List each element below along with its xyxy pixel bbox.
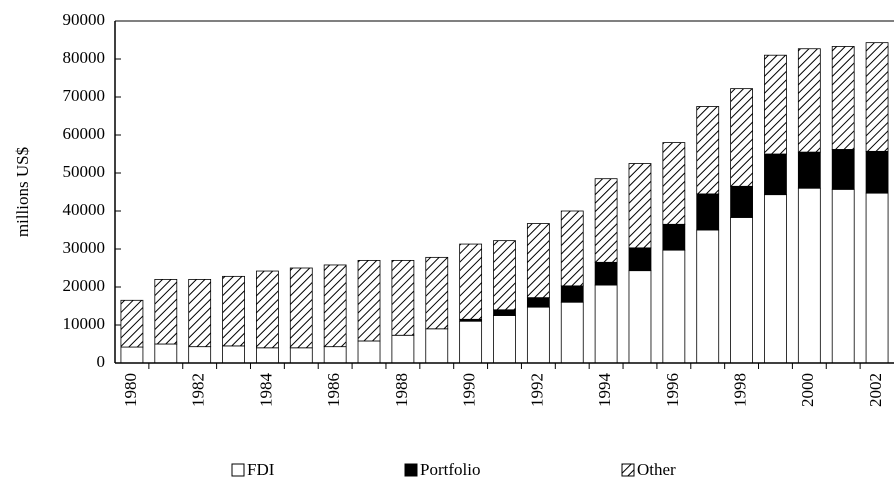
bar-segment bbox=[289, 267, 313, 349]
bar-segment bbox=[797, 48, 821, 153]
y-tick-label: 70000 bbox=[63, 86, 106, 105]
bar-segment bbox=[594, 284, 618, 364]
y-tick-label: 30000 bbox=[63, 238, 106, 257]
x-tick-label: 1984 bbox=[256, 373, 275, 408]
bar-segment bbox=[120, 346, 144, 364]
x-tick-label: 1998 bbox=[730, 373, 749, 407]
bar-segment bbox=[256, 347, 279, 364]
bar-segment bbox=[730, 217, 753, 364]
bar-segment bbox=[493, 309, 516, 316]
bar-segment bbox=[323, 264, 347, 348]
bar-segment bbox=[188, 346, 212, 364]
bar-segment bbox=[764, 54, 787, 155]
bar-segment bbox=[256, 270, 279, 349]
bar-segment bbox=[560, 301, 584, 364]
bar-segment bbox=[560, 210, 584, 287]
bar-segment bbox=[357, 340, 381, 364]
y-tick-label: 90000 bbox=[63, 10, 106, 29]
bar-segment bbox=[154, 278, 178, 345]
bar-segment bbox=[797, 187, 821, 364]
y-tick-label: 40000 bbox=[63, 200, 106, 219]
y-tick-label: 20000 bbox=[63, 276, 106, 295]
legend-label: Other bbox=[637, 460, 676, 479]
bar-segment bbox=[120, 299, 144, 348]
x-tick-label: 2002 bbox=[866, 373, 885, 407]
legend-label: Portfolio bbox=[420, 460, 480, 479]
bar-segment bbox=[357, 259, 381, 342]
bar-segment bbox=[459, 243, 483, 320]
bar-segment bbox=[628, 270, 652, 364]
legend-swatch bbox=[621, 463, 635, 477]
legend-label: FDI bbox=[247, 460, 275, 479]
bar-segment bbox=[425, 328, 449, 364]
bar-segment bbox=[797, 151, 821, 189]
bar-segment bbox=[459, 320, 483, 364]
x-tick-label: 1982 bbox=[189, 373, 208, 407]
bar-segment bbox=[662, 249, 686, 364]
y-tick-label: 50000 bbox=[63, 162, 106, 181]
bar-segment bbox=[662, 223, 686, 251]
bar-segment bbox=[560, 285, 584, 303]
bar-segment bbox=[222, 275, 245, 347]
bar-segment bbox=[628, 163, 652, 249]
bar-segment bbox=[594, 178, 618, 263]
bar-segment bbox=[289, 347, 313, 364]
bar-segment bbox=[594, 261, 618, 286]
x-tick-label: 1996 bbox=[663, 373, 682, 407]
bar-segment bbox=[696, 106, 720, 195]
bar-segment bbox=[865, 192, 889, 364]
y-axis-label: millions US$ bbox=[13, 147, 32, 237]
x-tick-label: 2000 bbox=[798, 373, 817, 407]
bar-segment bbox=[222, 345, 245, 364]
bar-segment bbox=[391, 334, 415, 364]
bar-segment bbox=[865, 42, 889, 152]
bar-segment bbox=[526, 297, 550, 308]
bar-segment bbox=[628, 247, 652, 272]
bar-segment bbox=[662, 142, 686, 225]
legend-swatch bbox=[404, 463, 418, 477]
bar-segment bbox=[831, 46, 855, 150]
y-tick-label: 10000 bbox=[63, 314, 106, 333]
x-tick-label: 1992 bbox=[527, 373, 546, 407]
bar-segment bbox=[831, 188, 855, 364]
bar-segment bbox=[154, 343, 178, 364]
legend-swatch bbox=[231, 463, 245, 477]
bar-segment bbox=[730, 88, 753, 187]
bar-segment bbox=[696, 229, 720, 364]
bar-segment bbox=[493, 240, 516, 311]
x-tick-label: 1990 bbox=[460, 373, 479, 407]
bar-segment bbox=[764, 153, 787, 196]
y-tick-label: 60000 bbox=[63, 124, 106, 143]
bar-segment bbox=[493, 315, 516, 364]
bar-segment bbox=[831, 149, 855, 190]
bar-segment bbox=[526, 306, 550, 364]
x-tick-label: 1988 bbox=[392, 373, 411, 407]
bar-segment bbox=[730, 185, 753, 218]
bar-segment bbox=[696, 193, 720, 231]
bar-segment bbox=[865, 150, 889, 194]
x-tick-label: 1986 bbox=[324, 373, 343, 407]
bar-segment bbox=[425, 256, 449, 330]
bar-segment bbox=[188, 278, 212, 348]
bar-segment bbox=[323, 346, 347, 364]
bar-segment bbox=[391, 259, 415, 336]
x-tick-label: 1994 bbox=[595, 373, 614, 408]
y-tick-label: 0 bbox=[97, 352, 106, 371]
y-tick-label: 80000 bbox=[63, 48, 106, 67]
bar-segment bbox=[764, 194, 787, 364]
bar-segment bbox=[526, 223, 550, 299]
x-tick-label: 1980 bbox=[121, 373, 140, 407]
